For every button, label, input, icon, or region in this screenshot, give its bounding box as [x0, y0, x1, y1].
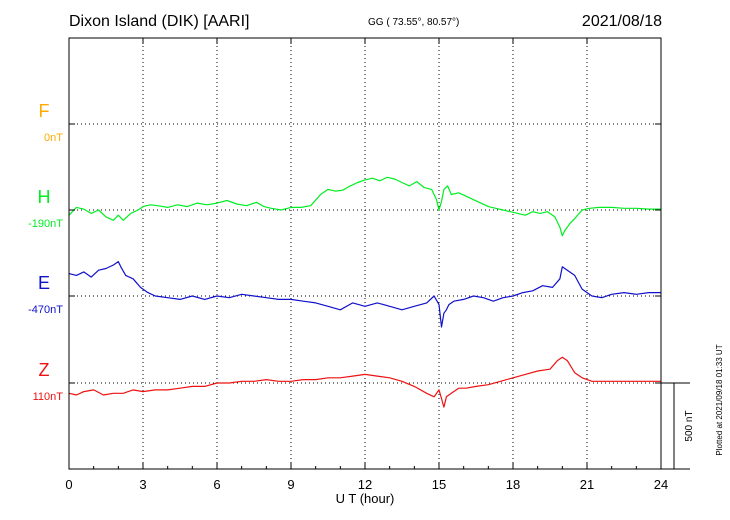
baseline-label-E: -470nT — [28, 304, 63, 316]
channel-label-Z: Z — [39, 360, 50, 380]
baseline-label-Z: 110nT — [33, 391, 64, 403]
scale-bar: 500 nT — [661, 382, 695, 470]
date-label: 2021/08/18 — [582, 13, 662, 30]
station-title: Dixon Island (DIK) [AARI] — [69, 13, 250, 30]
channel-label-H: H — [38, 187, 51, 207]
channel-label-E: E — [38, 273, 50, 293]
series-lines — [68, 176, 661, 408]
x-tick-label: 3 — [139, 477, 146, 492]
x-tick-label: 15 — [432, 477, 446, 492]
scale-bar-label: 500 nT — [684, 410, 695, 441]
x-tick-label: 21 — [580, 477, 594, 492]
x-tick-label: 24 — [654, 477, 668, 492]
baseline-label-F: 0nT — [44, 132, 63, 144]
series-line-H — [68, 176, 661, 237]
x-tick-label: 18 — [506, 477, 520, 492]
series-line-Z — [68, 356, 661, 408]
x-axis-label: U T (hour) — [336, 491, 395, 506]
plotted-at-credit: Plotted at 2021/09/18 01:33 UT — [715, 344, 724, 455]
x-tick-label: 12 — [358, 477, 372, 492]
grid — [69, 38, 661, 469]
channel-label-F: F — [39, 101, 50, 121]
x-tick-label: 6 — [213, 477, 220, 492]
channel-labels: F 0nT H -190nT E -470nT Z 110nT — [28, 101, 63, 403]
series-line-E — [68, 261, 661, 328]
coordinates-label: GG ( 73.55°, 80.57°) — [368, 17, 459, 28]
x-axis-ticks: 0 3 6 9 12 15 18 21 24 — [65, 38, 668, 492]
x-tick-label: 0 — [65, 477, 72, 492]
baseline-label-H: -190nT — [28, 218, 63, 230]
x-tick-label: 9 — [287, 477, 294, 492]
